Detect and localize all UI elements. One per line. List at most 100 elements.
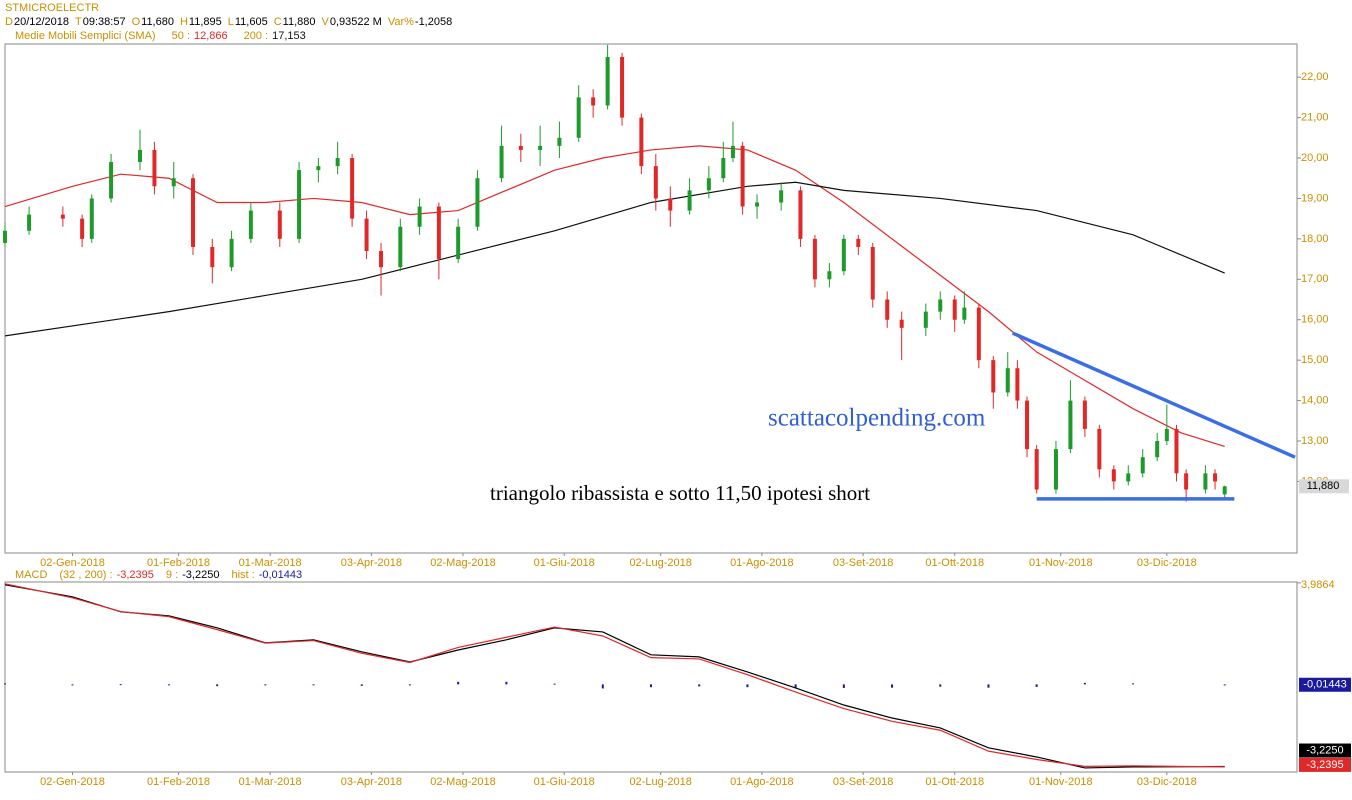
candle-body bbox=[171, 178, 176, 187]
candle-body bbox=[1155, 441, 1160, 458]
candle-body bbox=[591, 97, 596, 106]
overlay-title: Medie Mobili Semplici (SMA) bbox=[15, 30, 156, 42]
candle-body bbox=[576, 97, 581, 138]
hist-bar bbox=[264, 684, 267, 686]
candle-body bbox=[1164, 428, 1169, 442]
y-tick-label: 22,00 bbox=[1301, 71, 1329, 83]
candle-body bbox=[210, 246, 215, 268]
quote-label: D bbox=[5, 16, 13, 28]
x-tick-label: 02-Gen-2018 bbox=[40, 557, 105, 569]
candle-body bbox=[1126, 473, 1131, 482]
candle-body bbox=[653, 166, 658, 199]
y-tick-label: 19,00 bbox=[1301, 192, 1329, 204]
candle-body bbox=[379, 250, 384, 268]
candle-body bbox=[89, 198, 94, 239]
candle-body bbox=[870, 246, 875, 300]
x-tick-label: 02-Gen-2018 bbox=[40, 776, 105, 788]
hist-bar bbox=[794, 684, 797, 689]
candle-body bbox=[938, 299, 943, 312]
hist-bar bbox=[1083, 682, 1086, 685]
x-tick-label: 01-Feb-2018 bbox=[147, 776, 210, 788]
candle-body bbox=[248, 210, 253, 239]
candle-body bbox=[1140, 457, 1145, 474]
candle-body bbox=[518, 145, 523, 150]
quote-label: H bbox=[180, 16, 188, 28]
candle-body bbox=[1222, 486, 1227, 495]
candle-body bbox=[398, 226, 403, 268]
candle-body bbox=[456, 226, 461, 260]
candle-body bbox=[962, 307, 967, 320]
candle-body bbox=[1015, 368, 1020, 401]
candle-body bbox=[1025, 400, 1030, 450]
price-panel bbox=[4, 43, 1298, 554]
x-tick-label: 01-Ago-2018 bbox=[730, 557, 794, 569]
sma-line bbox=[4, 181, 1225, 337]
x-tick-label: 03-Set-2018 bbox=[833, 776, 894, 788]
candle-body bbox=[60, 214, 65, 219]
legend-value: 12,866 bbox=[194, 30, 228, 42]
hist-bar bbox=[601, 684, 604, 689]
x-tick-label: 01-Nov-2018 bbox=[1029, 557, 1093, 569]
candle-body bbox=[779, 190, 784, 203]
hist-bar bbox=[4, 683, 6, 685]
x-tick-label: 02-Mag-2018 bbox=[430, 557, 495, 569]
candle-body bbox=[538, 145, 543, 150]
value-box bbox=[1299, 757, 1351, 772]
x-tick-label: 01-Feb-2018 bbox=[147, 557, 210, 569]
candle-body bbox=[730, 145, 735, 159]
hist-bar bbox=[842, 684, 845, 688]
candle-body bbox=[976, 307, 981, 361]
value-box bbox=[1299, 677, 1351, 692]
quote-label: Var% bbox=[388, 16, 414, 28]
y-tick-label: 16,00 bbox=[1301, 314, 1329, 326]
candle-body bbox=[229, 238, 234, 268]
candle-body bbox=[3, 230, 7, 243]
candle-body bbox=[1034, 449, 1039, 490]
hist-bar bbox=[891, 684, 894, 688]
y-tick-label: 3,9864 bbox=[1301, 579, 1335, 591]
x-tick-label: 01-Ott-2018 bbox=[925, 776, 984, 788]
legend-value: 17,153 bbox=[272, 30, 306, 42]
x-tick-label: 02-Lug-2018 bbox=[629, 776, 691, 788]
quote-label: T bbox=[75, 16, 82, 28]
hist-bar bbox=[939, 684, 942, 687]
legend-name: 200 : bbox=[244, 30, 268, 42]
candle-body bbox=[557, 137, 562, 146]
candle-body bbox=[1097, 428, 1102, 470]
y-tick-label: 17,00 bbox=[1301, 273, 1329, 285]
hist-bar bbox=[1132, 683, 1135, 685]
quote-value: 11,895 bbox=[189, 16, 222, 28]
quote-value: 0,93522 M bbox=[330, 16, 382, 28]
hist-bar bbox=[650, 684, 652, 688]
candle-body bbox=[316, 166, 321, 171]
indicator-title: MACD bbox=[15, 569, 47, 581]
candle-body bbox=[417, 206, 422, 227]
hist-bar bbox=[167, 684, 170, 686]
hist-bar bbox=[746, 684, 749, 688]
hist-bar bbox=[457, 681, 460, 685]
candle-body bbox=[668, 198, 673, 211]
hist-bar bbox=[987, 684, 990, 688]
hist-bar bbox=[216, 684, 219, 687]
candle-body bbox=[755, 202, 760, 207]
hist-bar bbox=[71, 684, 74, 686]
candle-body bbox=[812, 238, 817, 280]
quote-value: 11,605 bbox=[235, 16, 268, 28]
candle-body bbox=[335, 158, 340, 167]
y-tick-label: 18,00 bbox=[1301, 233, 1329, 245]
quote-label: L bbox=[228, 16, 234, 28]
hist-bar bbox=[698, 684, 701, 687]
x-tick-label: 01-Nov-2018 bbox=[1029, 776, 1093, 788]
x-tick-label: 01-Ott-2018 bbox=[925, 557, 984, 569]
candle-body bbox=[109, 162, 114, 199]
y-tick-label: 15,00 bbox=[1301, 354, 1329, 366]
candle-body bbox=[952, 299, 957, 320]
candle-body bbox=[1184, 473, 1189, 490]
candle-body bbox=[856, 238, 861, 247]
candle-body bbox=[1082, 400, 1087, 429]
hist-bar bbox=[505, 681, 508, 685]
quote-value: 09:38:57 bbox=[83, 16, 126, 28]
quote-label: O bbox=[132, 16, 141, 28]
legend-name: 9 : bbox=[166, 569, 178, 581]
